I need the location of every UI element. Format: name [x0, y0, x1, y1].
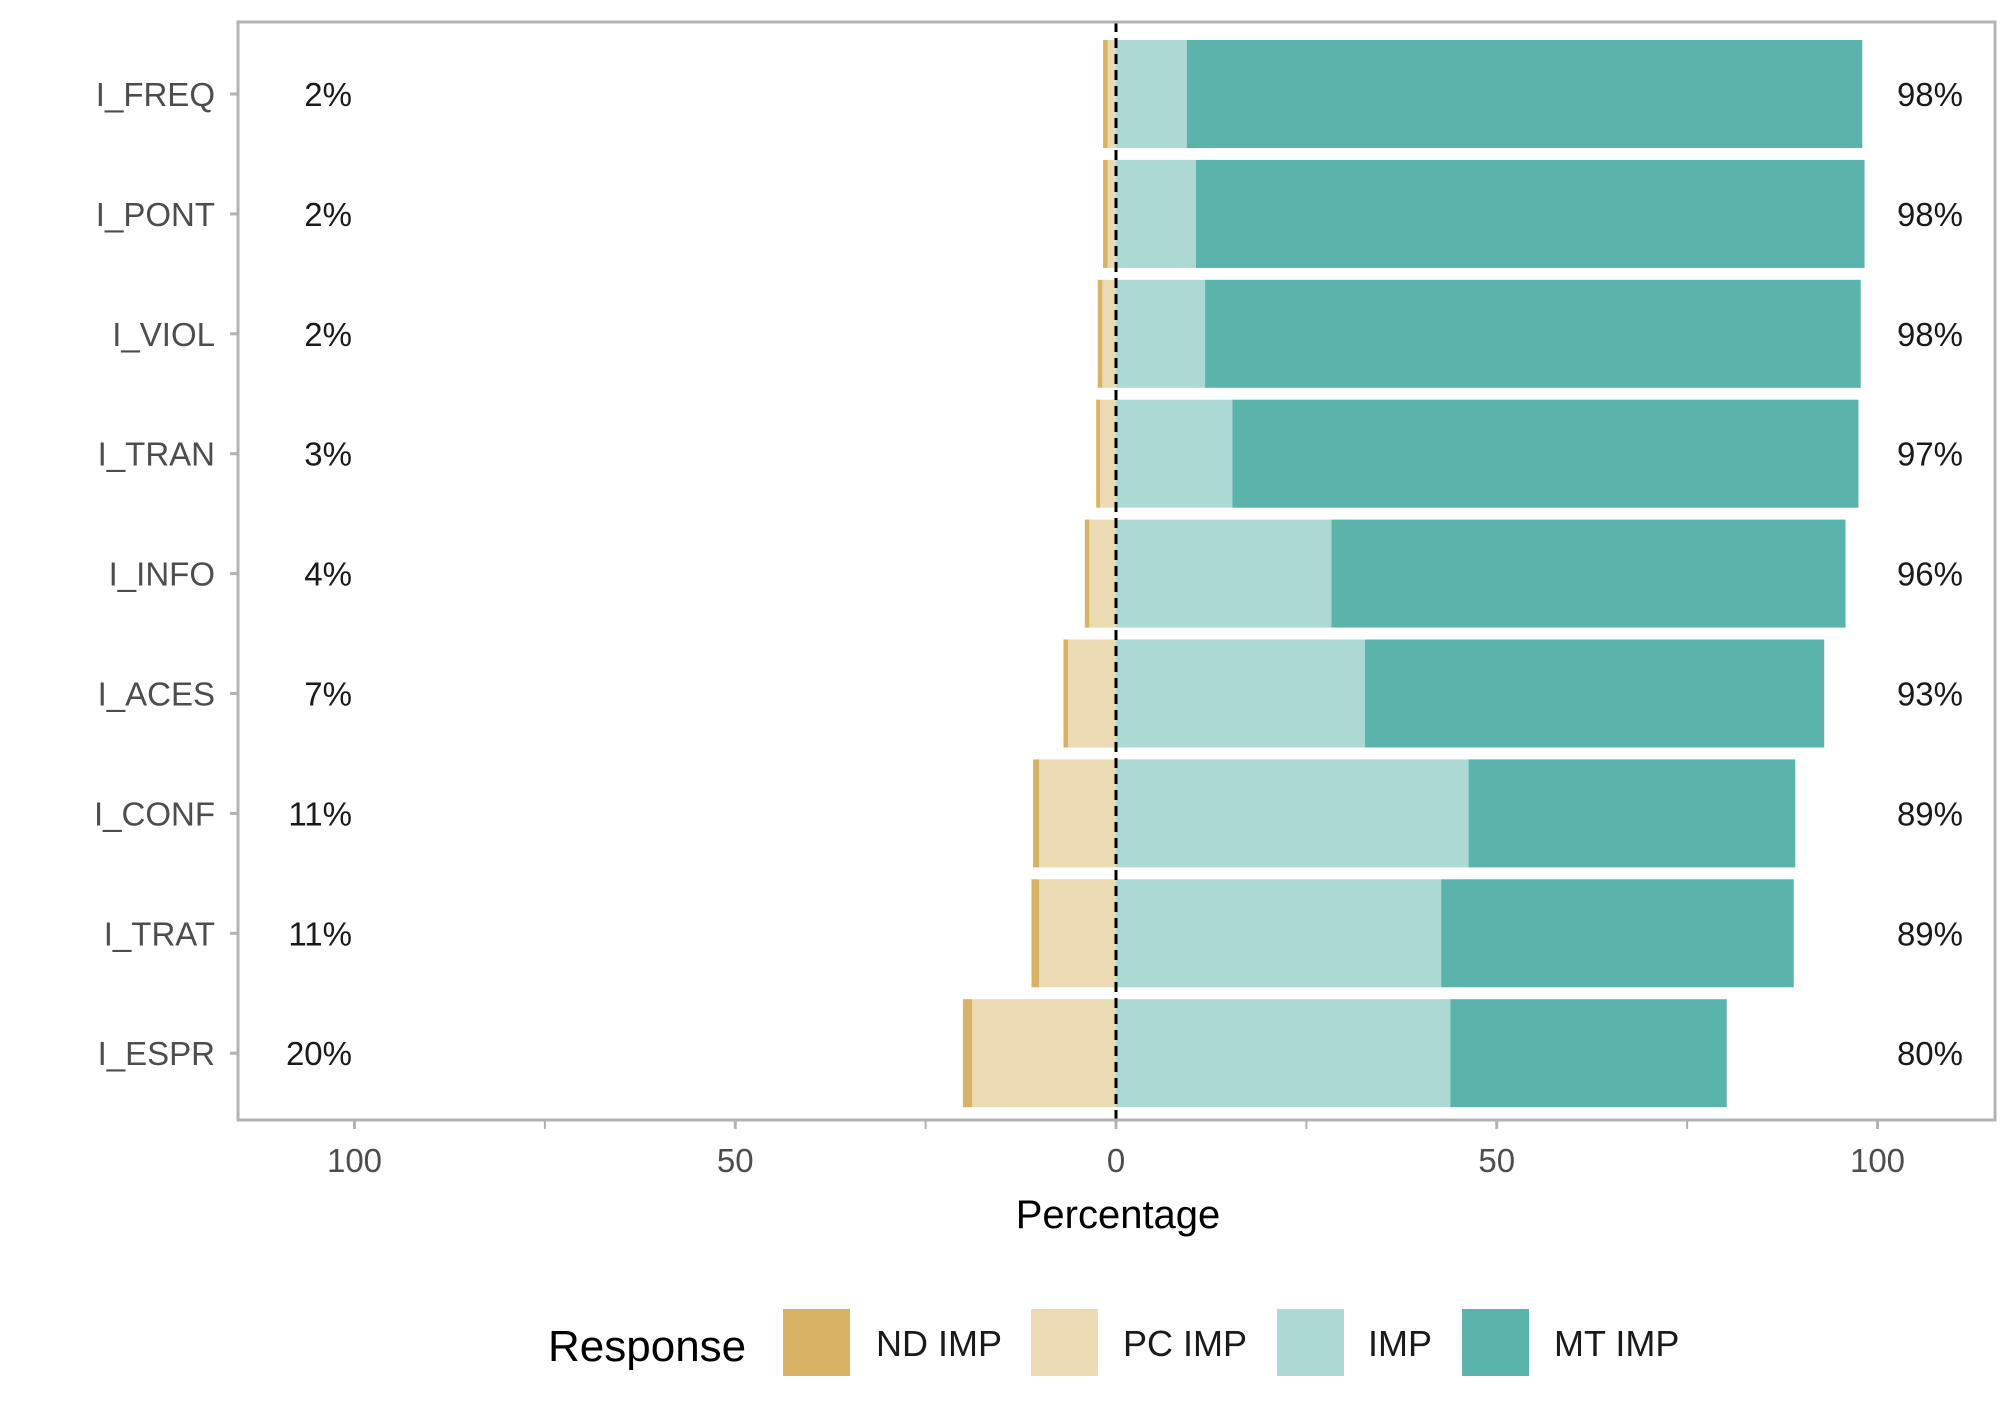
right-percent-label: 98%: [1897, 316, 1963, 353]
bar-nd-imp: [962, 999, 973, 1108]
bar-nd-imp: [1063, 639, 1069, 748]
left-percent-label: 3%: [304, 436, 352, 473]
y-tick-label: I_FREQ: [96, 76, 215, 113]
y-axis-labels: I_FREQ I_PONT I_VIOL I_TRAN I_INFO I_ACES I_CO…: [94, 76, 238, 1072]
y-tick-label: I_CONF: [94, 795, 215, 832]
left-percent-label: 11%: [288, 795, 352, 832]
right-percent-label: 98%: [1897, 196, 1963, 233]
legend-key-pc-imp: [1031, 1309, 1098, 1376]
right-percent-label: 80%: [1897, 1035, 1963, 1072]
bar-pc-imp: [1107, 40, 1116, 148]
bar-mt-imp: [1195, 159, 1865, 268]
y-tick-label: I_TRAN: [98, 436, 215, 473]
bar-imp: [1116, 879, 1442, 988]
y-tick-label: I_INFO: [109, 556, 215, 593]
right-percent-label: 89%: [1897, 915, 1963, 952]
legend-label: PC IMP: [1123, 1323, 1247, 1364]
bar-mt-imp: [1232, 399, 1859, 508]
left-percent-label: 2%: [304, 316, 352, 353]
legend-key-nd-imp: [783, 1309, 850, 1376]
left-percent-label: 2%: [304, 76, 352, 113]
bar-nd-imp: [1103, 40, 1108, 148]
legend-key-imp: [1277, 1309, 1344, 1376]
right-percent-label: 93%: [1897, 676, 1963, 713]
legend-title: Response: [548, 1322, 746, 1371]
bar-imp: [1116, 999, 1451, 1108]
right-percent-label: 89%: [1897, 795, 1963, 832]
right-percent-label: 96%: [1897, 556, 1963, 593]
bar-pc-imp: [1039, 879, 1116, 988]
bar-nd-imp: [1097, 279, 1103, 388]
bar-pc-imp: [1089, 519, 1116, 628]
bar-imp: [1116, 279, 1206, 388]
x-tick-label: 50: [1478, 1142, 1515, 1179]
legend-label: ND IMP: [876, 1323, 1002, 1364]
bar-mt-imp: [1205, 279, 1861, 388]
bar-nd-imp: [1084, 519, 1090, 628]
bar-pc-imp: [1107, 159, 1116, 268]
bars-layer: [962, 22, 1865, 1120]
bar-nd-imp: [1103, 159, 1108, 268]
bar-mt-imp: [1441, 879, 1794, 988]
left-percent-label: 11%: [288, 915, 352, 952]
legend: Response ND IMP PC IMP IMP MT IMP: [548, 1309, 1679, 1376]
y-tick-label: I_VIOL: [112, 316, 215, 353]
x-tick-label: 50: [717, 1142, 754, 1179]
y-tick-label: I_ACES: [98, 676, 215, 713]
bar-mt-imp: [1468, 759, 1796, 868]
right-percent-label: 98%: [1897, 76, 1963, 113]
bar-imp: [1116, 759, 1469, 868]
y-tick-label: I_TRAT: [104, 915, 215, 952]
left-percent-label: 7%: [304, 676, 352, 713]
x-tick-label: 0: [1107, 1142, 1125, 1179]
y-tick-label: I_PONT: [96, 196, 215, 233]
bar-nd-imp: [1031, 879, 1040, 988]
legend-key-mt-imp: [1462, 1309, 1529, 1376]
bar-nd-imp: [1032, 759, 1040, 868]
x-tick-label: 100: [1850, 1142, 1905, 1179]
percent-labels: 2% 98% 2% 98% 2% 98% 3% 97% 4% 96% 7% 93% 11% 89% 11% 8…: [286, 76, 1963, 1072]
bar-mt-imp: [1450, 999, 1727, 1108]
bar-imp: [1116, 639, 1366, 748]
bar-nd-imp: [1096, 399, 1101, 508]
bar-imp: [1116, 399, 1233, 508]
bar-mt-imp: [1331, 519, 1846, 628]
bar-pc-imp: [1039, 759, 1116, 868]
left-percent-label: 20%: [286, 1035, 352, 1072]
left-percent-label: 4%: [304, 556, 352, 593]
bar-pc-imp: [972, 999, 1116, 1108]
y-tick-label: I_ESPR: [98, 1035, 215, 1072]
bar-mt-imp: [1365, 639, 1825, 748]
bar-imp: [1116, 519, 1332, 628]
left-percent-label: 2%: [304, 196, 352, 233]
legend-label: MT IMP: [1554, 1323, 1679, 1364]
bar-imp: [1116, 40, 1187, 148]
bar-mt-imp: [1186, 40, 1863, 148]
bar-imp: [1116, 159, 1196, 268]
right-percent-label: 97%: [1897, 436, 1963, 473]
bar-pc-imp: [1102, 279, 1116, 388]
x-axis-title: Percentage: [1016, 1193, 1221, 1237]
x-tick-label: 100: [327, 1142, 382, 1179]
legend-label: IMP: [1368, 1323, 1432, 1364]
bar-pc-imp: [1100, 399, 1116, 508]
x-axis: 100 50 0 50 100: [327, 1120, 1905, 1179]
bar-pc-imp: [1068, 639, 1116, 748]
